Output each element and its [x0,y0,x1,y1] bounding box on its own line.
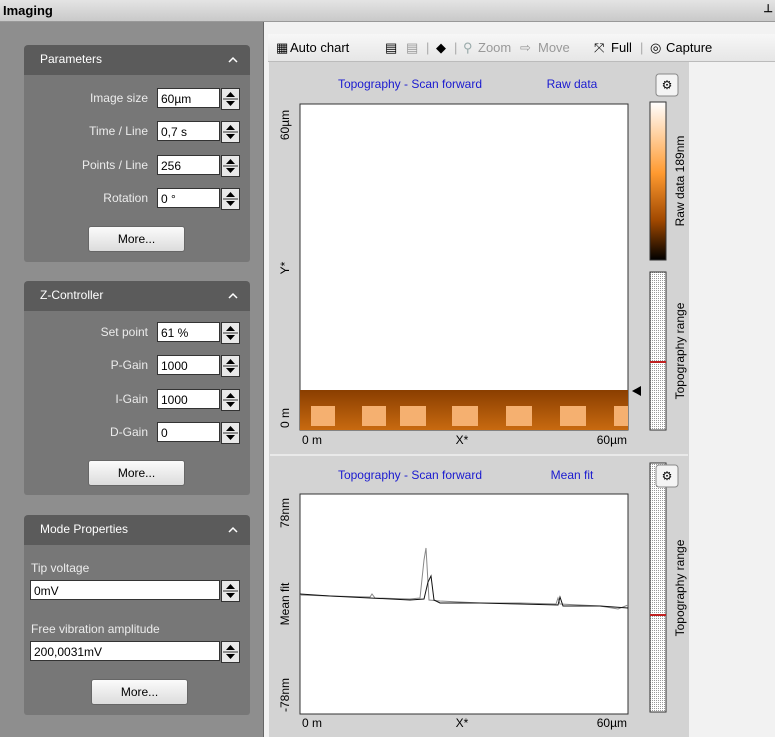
y-axis-bottom: 0 m [278,408,292,428]
y-axis-bottom: -78nm [278,678,292,712]
y-axis-label: Mean fit [278,582,292,625]
y-axis-top: 78nm [278,498,292,528]
chart-area: Topography - Scan forward Raw data 60µm … [0,0,775,737]
chart-mode[interactable]: Raw data [547,77,598,91]
page: Imaging ⊥ Parameters Z-Controller Mode P… [0,0,775,737]
x-axis-label: X* [456,716,469,730]
x-axis-left: 0 m [302,433,322,447]
x-axis-label: X* [456,433,469,447]
x-axis-left: 0 m [302,716,322,730]
plot-image [300,104,628,430]
gear-icon: ⚙ [662,469,673,483]
range-label: Topography range [673,302,687,399]
range-label: Topography range [673,539,687,636]
chart-mode[interactable]: Mean fit [551,468,594,482]
gear-icon: ⚙ [662,78,673,92]
range-marker [650,361,666,363]
chart-title: Topography - Scan forward [338,77,482,91]
y-axis-top: 60µm [278,110,292,140]
x-axis-right: 60µm [597,716,627,730]
color-bar [650,102,666,260]
y-axis-label: Y* [278,261,292,274]
colorbar-label: Raw data 189nm [673,136,687,227]
range-bar[interactable] [650,463,666,712]
chart-title: Topography - Scan forward [338,468,482,482]
plot-area [300,494,628,714]
range-marker [650,614,666,616]
range-bar[interactable] [650,272,666,430]
x-axis-right: 60µm [597,433,627,447]
